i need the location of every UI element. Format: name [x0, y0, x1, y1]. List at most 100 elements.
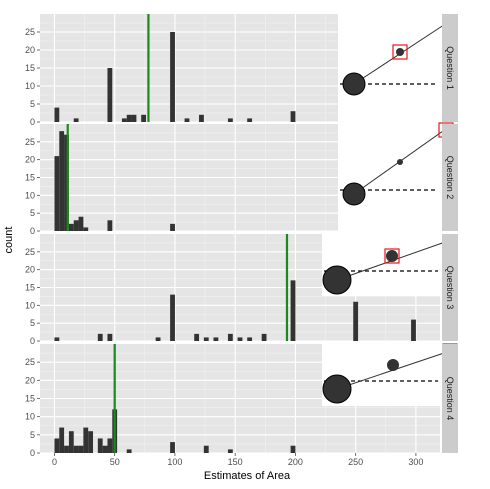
y-tick-label: 10 [25, 190, 35, 200]
histogram-bar [290, 280, 296, 341]
histogram-bar [73, 118, 79, 122]
inset-diagram [338, 122, 454, 231]
inset-diagram [338, 14, 457, 122]
histogram-bar [261, 333, 267, 341]
histogram-bar [199, 114, 204, 122]
x-axis-title: Estimates of Area [204, 470, 291, 482]
histogram-bar [107, 220, 113, 231]
histogram-bar [88, 431, 94, 453]
y-tick-label: 10 [25, 81, 35, 91]
histogram-bar [126, 114, 132, 122]
facet-strip [442, 344, 458, 453]
inset-medium-circle [387, 359, 399, 371]
histogram-bar [247, 118, 253, 122]
x-axis: 0 50 100 150 200 250 300 [52, 453, 423, 467]
histogram-bar [126, 449, 132, 453]
facets-group: 0 5 10 15 20 25 Question 1 0 5 10 15 20 25 Question 2… [25, 14, 458, 458]
inset-highlight-box [384, 248, 400, 264]
histogram-bar [107, 438, 113, 453]
y-tick-label: 5 [30, 318, 35, 328]
histogram-bar [170, 32, 175, 122]
y-tick-label: 25 [25, 357, 35, 367]
inset-medium-circle [397, 159, 403, 165]
y-axis-title: count [3, 227, 15, 254]
facet-strip-label: Question 3 [445, 266, 455, 310]
inset-background [338, 124, 440, 231]
histogram-bar [290, 111, 296, 122]
x-tick-label: 250 [348, 457, 363, 467]
histogram-bar [290, 445, 296, 453]
y-tick-label: 5 [30, 208, 35, 218]
y-tick-label: 15 [25, 63, 35, 73]
facet-strip-label: Question 1 [445, 46, 455, 90]
histogram-bar [227, 449, 233, 453]
histogram-bar [102, 445, 108, 453]
histogram-bar [83, 227, 89, 231]
histogram-bar [54, 438, 60, 453]
histogram-bar [237, 337, 243, 341]
histogram-bar [184, 118, 190, 122]
histogram-bar [59, 427, 65, 453]
y-tick-label: 0 [30, 117, 35, 127]
histogram-bar [73, 445, 79, 453]
inset-highlight-box [392, 44, 408, 60]
histogram-bar [73, 220, 79, 231]
y-tick-label: 10 [25, 412, 35, 422]
histogram-bar [54, 156, 60, 231]
histogram-bar [107, 333, 113, 341]
x-tick-label: 0 [52, 457, 57, 467]
y-tick-label: 10 [25, 300, 35, 310]
facet-panel-3: 0 5 10 15 20 25 Question 3 [25, 234, 458, 346]
y-tick-label: 0 [30, 448, 35, 458]
histogram-bar [54, 337, 60, 341]
histogram-bar [68, 431, 74, 453]
histogram-bar [121, 118, 127, 122]
y-tick-label: 15 [25, 394, 35, 404]
x-tick-label: 50 [110, 457, 120, 467]
histogram-bar [155, 337, 161, 341]
inset-medium-circle [396, 48, 404, 56]
y-tick-label: 15 [25, 283, 35, 293]
inset-background [338, 14, 440, 122]
histogram-bar [64, 445, 69, 453]
histogram-bar [227, 333, 233, 341]
x-tick-label: 300 [408, 457, 423, 467]
histogram-bar [194, 333, 200, 341]
y-tick-label: 25 [25, 247, 35, 257]
y-tick-label: 20 [25, 45, 35, 55]
y-tick-label: 0 [30, 226, 35, 236]
y-tick-label: 20 [25, 265, 35, 275]
x-tick-label: 150 [228, 457, 243, 467]
facet-strip [442, 124, 458, 231]
inset-medium-circle [386, 250, 398, 262]
histogram-bar [227, 118, 233, 122]
x-tick-label: 200 [288, 457, 303, 467]
y-tick-label: 20 [25, 375, 35, 385]
y-tick-label: 15 [25, 173, 35, 183]
histogram-bar [411, 319, 416, 341]
facet-panel-4: 0 5 10 15 20 25 Question 4 [25, 343, 458, 458]
y-tick-label: 5 [30, 430, 35, 440]
y-tick-label: 5 [30, 99, 35, 109]
histogram-bar [83, 427, 89, 453]
inset-diagram [322, 234, 451, 296]
histogram-bar [107, 68, 113, 122]
histogram-bar [170, 442, 175, 453]
histogram-bar [64, 134, 69, 231]
x-tick-label: 100 [167, 457, 182, 467]
histogram-bar [68, 223, 74, 231]
y-tick-label: 25 [25, 27, 35, 37]
y-tick-label: 25 [25, 137, 35, 147]
y-tick-label: 20 [25, 155, 35, 165]
y-tick-label: 0 [30, 336, 35, 346]
histogram-bar [170, 294, 175, 341]
histogram-bar [141, 114, 147, 122]
inset-large-circle [322, 374, 352, 404]
histogram-bar [97, 438, 103, 453]
inset-scale-line [353, 16, 457, 85]
histogram-bar [213, 337, 219, 341]
histogram-bar [78, 445, 84, 453]
inset-large-circle [342, 182, 366, 206]
facet-panel-2: 0 5 10 15 20 25 Question 2 [25, 122, 458, 236]
histogram-bar [131, 114, 137, 122]
